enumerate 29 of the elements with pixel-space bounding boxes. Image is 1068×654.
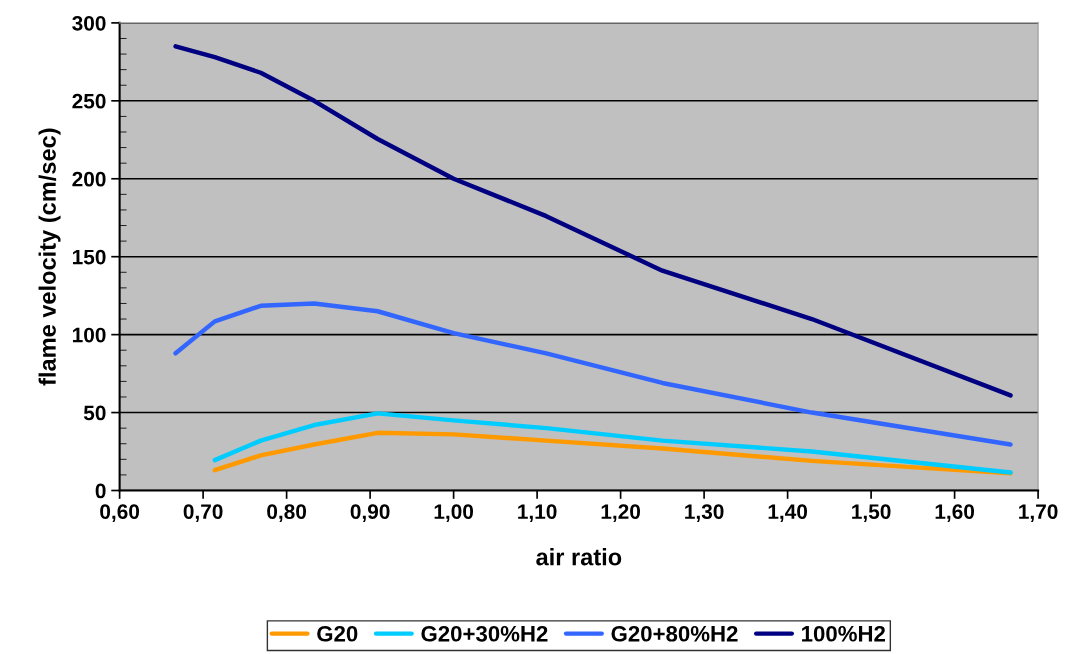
y-tick-label: 300: [72, 15, 106, 31]
y-tick-label: 200: [72, 171, 106, 187]
legend-label: G20: [317, 625, 358, 642]
y-tick-label: 150: [72, 249, 106, 265]
line-series: [173, 301, 1013, 447]
x-tick-label: 0,60: [100, 504, 140, 523]
x-tick-label: 1,70: [1019, 504, 1058, 523]
x-tick-label: 1,50: [852, 504, 891, 523]
y-tick-label: 250: [72, 93, 106, 109]
x-axis-title: air ratio: [536, 548, 622, 566]
x-tick-label: 1,60: [935, 504, 975, 523]
x-tick-label: 0,70: [183, 504, 223, 523]
x-tick-label: 1,40: [768, 504, 808, 523]
y-tick-label: 0: [95, 483, 106, 499]
y-axis-title: flame velocity (cm/sec): [38, 128, 61, 386]
line-series: [173, 44, 1013, 398]
x-tick-label: 0,80: [267, 504, 307, 523]
x-tick-label: 0,90: [350, 504, 390, 523]
legend-label: G20+30%H2: [421, 625, 548, 642]
legend-label: G20+80%H2: [611, 625, 738, 642]
x-tick-label: 1,30: [685, 504, 724, 523]
legend-label: 100%H2: [802, 625, 886, 642]
x-tick-label: 1,00: [434, 504, 474, 523]
line-series: [212, 430, 1013, 476]
y-tick-label: 100: [72, 327, 106, 343]
y-tick-label: 50: [83, 405, 106, 421]
x-tick-label: 1,10: [518, 504, 557, 523]
line-series: [212, 411, 1013, 475]
x-tick-label: 1,20: [601, 504, 641, 523]
